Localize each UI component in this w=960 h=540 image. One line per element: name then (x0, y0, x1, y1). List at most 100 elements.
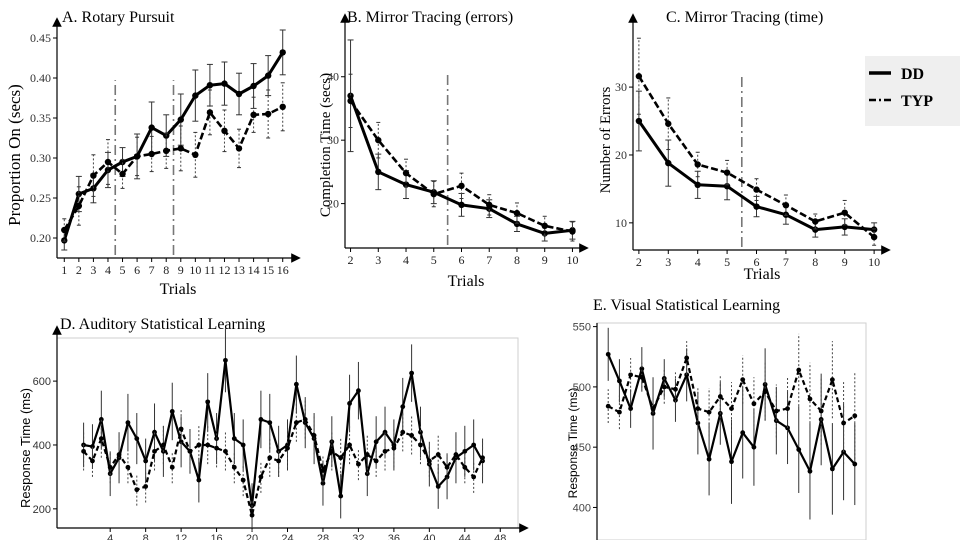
data-point (673, 386, 678, 392)
data-point (214, 445, 219, 451)
data-point (486, 201, 493, 209)
data-point (409, 370, 415, 376)
data-point (773, 408, 779, 414)
x-tick-label: 3 (665, 255, 671, 269)
data-point (293, 420, 299, 426)
data-point (418, 442, 423, 448)
chart-marks: 0.200.250.300.350.400.451 2 3 4 5 6 7 8 9 10 11 12 1… (30, 13, 891, 540)
data-point (347, 401, 352, 406)
data-point (402, 181, 410, 188)
data-point (293, 381, 299, 387)
data-point (400, 429, 406, 435)
data-point (373, 439, 379, 445)
data-point (513, 220, 521, 228)
data-point (785, 406, 790, 411)
y-tick-label: 0.20 (30, 231, 51, 245)
x-tick-label: 9 (542, 253, 548, 267)
x-tick-label: 12 (218, 263, 230, 277)
legend-label-dd: DD (901, 66, 924, 83)
series-typ (635, 37, 878, 246)
data-point (444, 474, 450, 480)
data-point (231, 436, 237, 441)
x-tick-label: 4 (105, 263, 111, 277)
data-point (673, 397, 678, 403)
data-point (695, 420, 701, 426)
data-point (223, 357, 228, 363)
y-tick-label: 10 (615, 216, 627, 230)
y-tick-label: 0.45 (30, 31, 51, 45)
y-tick-label: 20 (615, 148, 627, 162)
x-tick-label: 7 (149, 263, 155, 277)
chart-c: 10 20 30 2 3 4 5 6 7 8 9 10 (615, 13, 891, 269)
data-point (382, 448, 388, 454)
y-tick-label: 600 (33, 376, 51, 388)
series-line (82, 418, 484, 517)
data-point (812, 218, 819, 225)
data-point (841, 209, 848, 216)
y-tick-label: 550 (573, 322, 591, 334)
data-point (264, 110, 272, 118)
chart-title: C. Mirror Tracing (time) (666, 9, 823, 26)
data-point (453, 452, 459, 457)
data-point (148, 150, 155, 158)
data-point (152, 448, 157, 454)
data-point (61, 226, 68, 234)
legend-background (865, 56, 960, 126)
data-point (513, 209, 521, 217)
data-point (163, 147, 170, 154)
data-point (223, 448, 228, 454)
data-point (628, 406, 634, 411)
data-point (206, 82, 214, 89)
series-dd (81, 328, 485, 528)
data-point (458, 201, 465, 209)
data-point (205, 442, 211, 448)
data-point (81, 448, 86, 454)
x-tick-label: 32 (352, 533, 364, 540)
data-point (753, 203, 760, 210)
x-tick-label: 6 (754, 255, 760, 269)
data-point (192, 92, 199, 99)
data-point (462, 464, 468, 470)
x-tick-label: 10 (566, 253, 578, 267)
data-point (104, 166, 112, 174)
y-tick-label: 30 (615, 80, 627, 94)
chart-e: 400 450 500 550 (573, 322, 867, 540)
x-tick-label: 15 (262, 263, 274, 277)
data-point (471, 442, 477, 448)
data-point (639, 366, 645, 372)
data-point (782, 202, 790, 209)
data-point (75, 190, 83, 198)
data-point (541, 222, 548, 229)
data-point (740, 377, 746, 383)
data-point (338, 493, 344, 499)
data-point (347, 442, 352, 448)
data-point (706, 456, 712, 462)
x-tick-label: 2 (76, 263, 82, 277)
data-point (169, 409, 175, 414)
data-point (347, 92, 354, 99)
y-tick-label: 0.25 (30, 191, 51, 205)
data-point (639, 374, 645, 380)
data-point (160, 442, 166, 448)
data-point (302, 417, 308, 422)
data-point (250, 82, 257, 90)
data-point (762, 389, 768, 395)
x-tick-label: 24 (281, 533, 293, 540)
data-point (829, 377, 835, 383)
data-point (276, 458, 282, 464)
data-point (729, 406, 734, 411)
y-tick-label: 400 (33, 440, 51, 452)
data-point (364, 452, 370, 457)
y-axis-label: Number of Errors (598, 87, 614, 194)
data-point (617, 409, 622, 415)
x-tick-label: 2 (636, 255, 642, 269)
data-point (841, 420, 846, 426)
chart-title: D. Auditory Statistical Learning (60, 316, 265, 333)
x-tick-label: 14 (248, 263, 260, 277)
x-tick-label: 5 (724, 255, 730, 269)
x-axis-label: Trials (744, 266, 781, 283)
x-tick-label: 3 (90, 263, 96, 277)
series-typ (605, 333, 858, 465)
